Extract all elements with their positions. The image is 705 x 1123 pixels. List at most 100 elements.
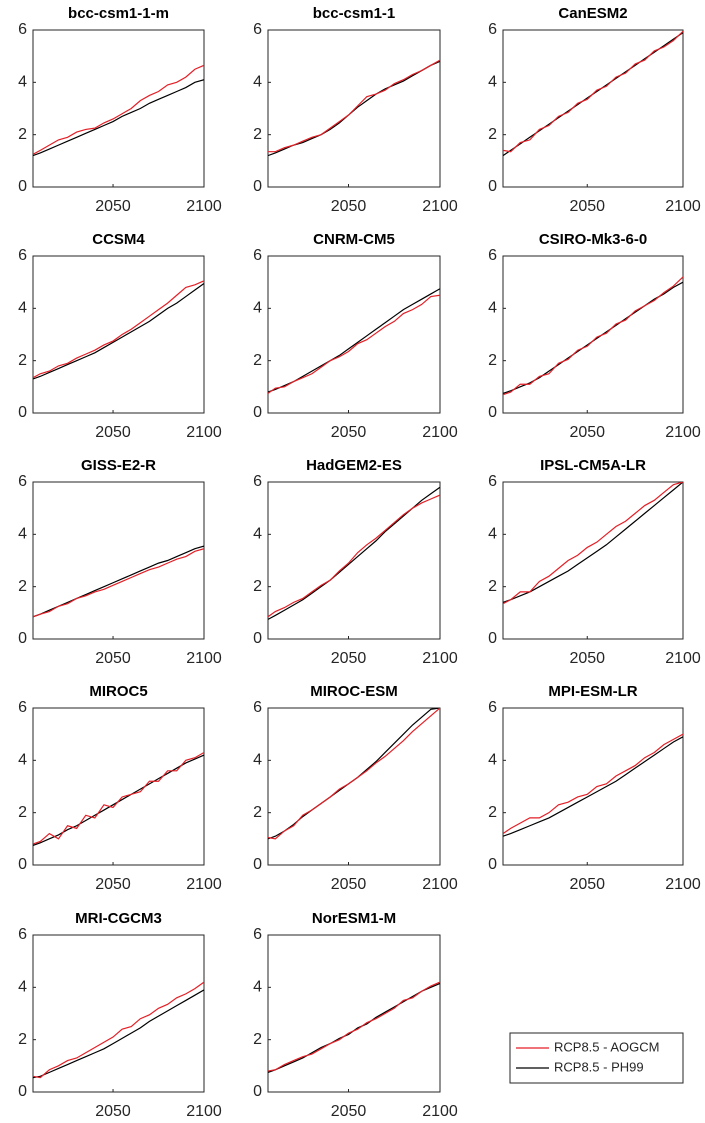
x-tick-label: 2050 (95, 424, 131, 441)
panel-title: CNRM-CM5 (313, 231, 395, 248)
series-line (33, 989, 204, 1079)
y-tick-label: 6 (18, 926, 27, 943)
x-tick-label: 2050 (569, 198, 605, 215)
series-line (33, 981, 204, 1079)
y-tick-label: 2 (488, 126, 497, 143)
plot-area (32, 255, 205, 414)
panel-title: bcc-csm1-1 (313, 5, 396, 22)
panel-title: CSIRO-Mk3-6-0 (539, 231, 647, 248)
y-tick-label: 6 (488, 21, 497, 38)
x-tick-label: 2050 (569, 650, 605, 667)
x-tick-label: 2050 (331, 198, 367, 215)
x-tick-label: 2050 (331, 650, 367, 667)
y-tick-label: 4 (18, 752, 27, 769)
series-line (268, 294, 440, 394)
x-tick-label: 2100 (186, 198, 222, 215)
x-tick-label: 2050 (95, 876, 131, 893)
series-line (268, 708, 440, 840)
legend-box (509, 1032, 684, 1084)
y-tick-label: 4 (253, 300, 262, 317)
x-tick-label: 2050 (95, 650, 131, 667)
y-tick-label: 0 (253, 1083, 262, 1100)
x-tick-label: 2050 (331, 1103, 367, 1120)
plot-area (267, 707, 441, 866)
y-tick-label: 0 (18, 856, 27, 873)
y-tick-label: 4 (253, 526, 262, 543)
x-tick-label: 2100 (186, 650, 222, 667)
series-line (503, 736, 683, 837)
y-tick-label: 4 (18, 526, 27, 543)
series-line (503, 733, 683, 835)
y-tick-label: 2 (18, 1031, 27, 1048)
panel-title: GISS-E2-R (81, 457, 156, 474)
plot-area (267, 934, 441, 1093)
y-tick-label: 4 (253, 74, 262, 91)
y-tick-label: 0 (253, 404, 262, 421)
panel-title: MPI-ESM-LR (548, 683, 637, 700)
y-tick-label: 4 (18, 979, 27, 996)
y-tick-label: 2 (253, 578, 262, 595)
y-tick-label: 0 (18, 1083, 27, 1100)
y-tick-label: 2 (488, 578, 497, 595)
x-tick-label: 2050 (95, 1103, 131, 1120)
plot-area (32, 707, 205, 866)
y-tick-label: 6 (488, 247, 497, 264)
y-tick-label: 6 (18, 247, 27, 264)
x-tick-label: 2100 (422, 876, 458, 893)
y-tick-label: 0 (253, 178, 262, 195)
plot-area (32, 481, 205, 640)
legend-label: RCP8.5 - AOGCM (554, 1039, 659, 1054)
x-tick-label: 2050 (569, 424, 605, 441)
panel-title: NorESM1-M (312, 910, 396, 927)
y-tick-label: 4 (18, 300, 27, 317)
x-tick-label: 2100 (186, 424, 222, 441)
series-line (33, 64, 204, 155)
y-tick-label: 6 (253, 473, 262, 490)
y-tick-label: 0 (488, 178, 497, 195)
x-tick-label: 2050 (331, 424, 367, 441)
y-tick-label: 2 (253, 126, 262, 143)
panel-title: MIROC5 (89, 683, 147, 700)
x-tick-label: 2100 (665, 650, 701, 667)
y-tick-label: 0 (18, 178, 27, 195)
plot-area (32, 934, 205, 1093)
series-line (268, 494, 440, 618)
x-tick-label: 2050 (569, 876, 605, 893)
y-tick-label: 6 (488, 473, 497, 490)
panel-title: HadGEM2-ES (306, 457, 402, 474)
panel-title: MRI-CGCM3 (75, 910, 162, 927)
y-tick-label: 2 (488, 352, 497, 369)
series-line (503, 276, 683, 396)
y-tick-label: 2 (253, 352, 262, 369)
plot-area (502, 29, 684, 188)
x-tick-label: 2100 (422, 424, 458, 441)
plot-area (267, 29, 441, 188)
panel-title: bcc-csm1-1-m (68, 5, 169, 22)
y-tick-label: 6 (18, 21, 27, 38)
y-tick-label: 6 (18, 473, 27, 490)
plot-area (502, 255, 684, 414)
x-tick-label: 2100 (422, 650, 458, 667)
y-tick-label: 4 (488, 526, 497, 543)
series-line (33, 280, 204, 379)
y-tick-label: 0 (18, 404, 27, 421)
x-tick-label: 2100 (186, 876, 222, 893)
legend-label: RCP8.5 - PH99 (554, 1059, 644, 1074)
y-tick-label: 4 (488, 752, 497, 769)
x-tick-label: 2100 (422, 1103, 458, 1120)
y-tick-label: 6 (488, 699, 497, 716)
y-tick-label: 0 (488, 856, 497, 873)
y-tick-label: 0 (253, 630, 262, 647)
y-tick-label: 4 (253, 752, 262, 769)
y-tick-label: 2 (18, 126, 27, 143)
x-tick-label: 2100 (422, 198, 458, 215)
series-line (268, 981, 440, 1072)
y-tick-label: 6 (253, 247, 262, 264)
y-tick-label: 6 (18, 699, 27, 716)
y-tick-label: 6 (253, 699, 262, 716)
y-tick-label: 2 (18, 352, 27, 369)
x-tick-label: 2050 (331, 876, 367, 893)
x-tick-label: 2100 (665, 876, 701, 893)
y-tick-label: 0 (253, 856, 262, 873)
x-tick-label: 2100 (665, 198, 701, 215)
